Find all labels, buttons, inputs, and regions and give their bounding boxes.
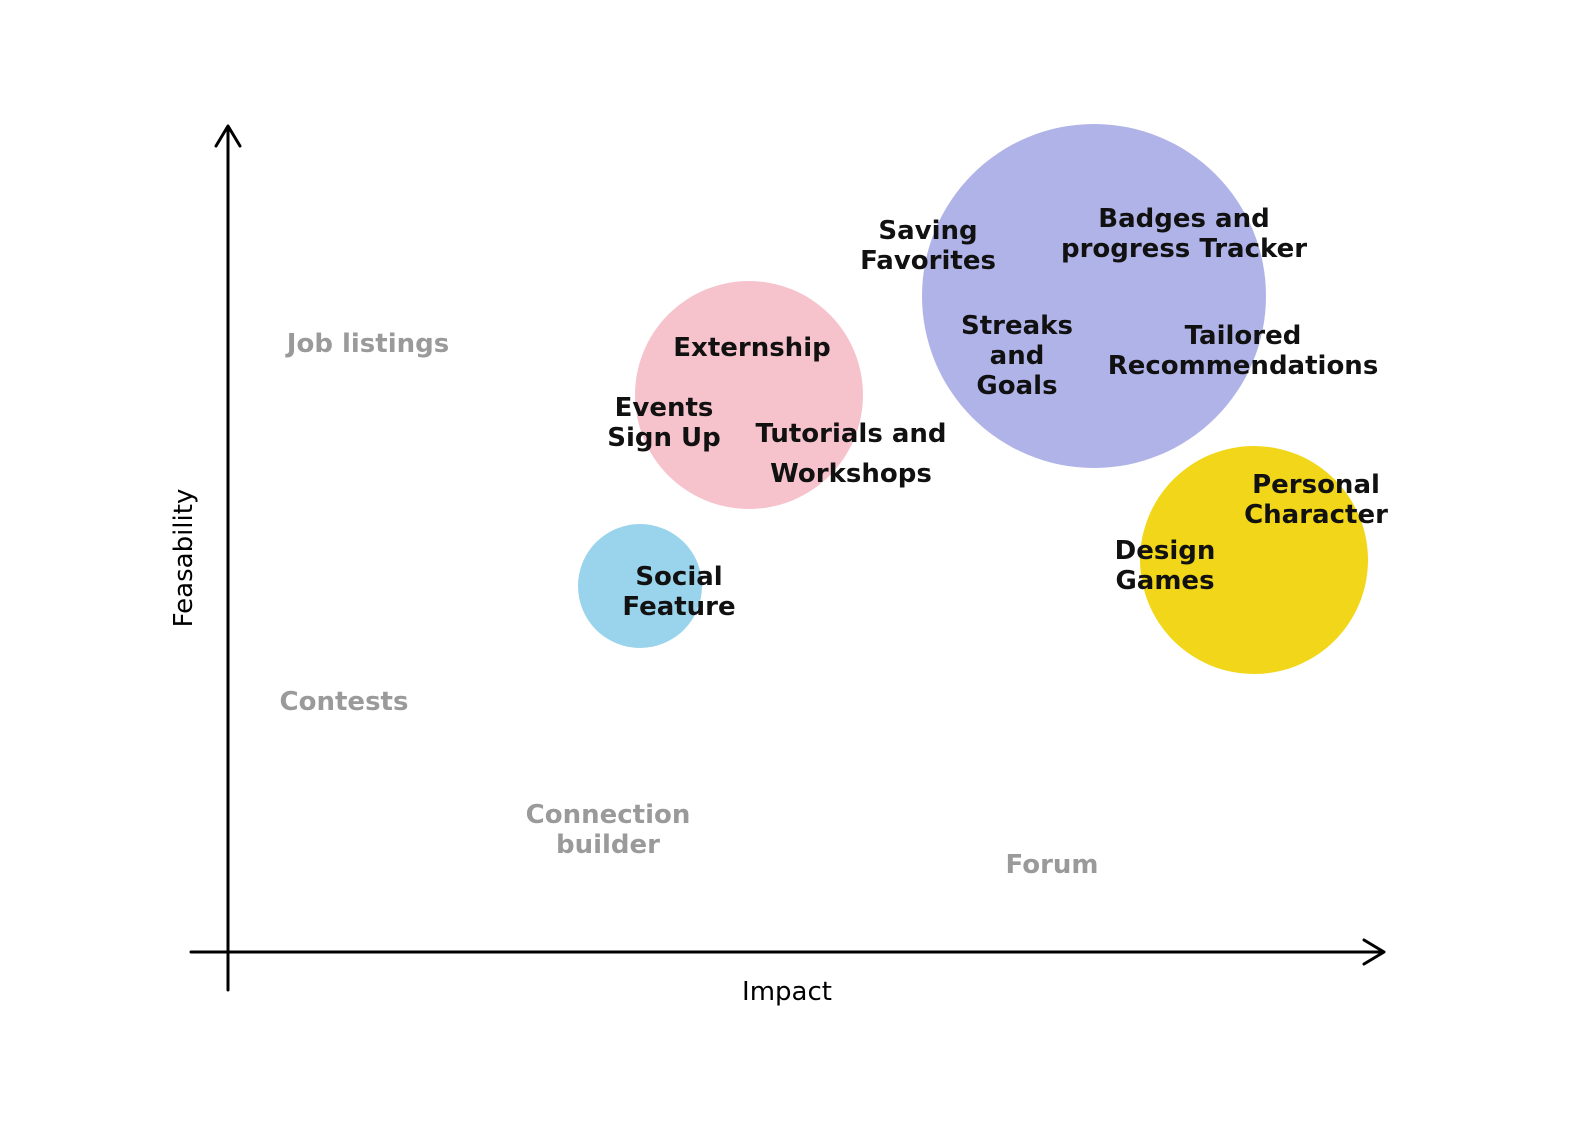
label-tailored-recommendations: Tailored Recommendations xyxy=(1108,321,1379,381)
y-axis-arrowhead xyxy=(214,124,242,148)
label-design-games: Design Games xyxy=(1115,536,1216,596)
label-badges-progress: Badges and progress Tracker xyxy=(1061,204,1307,264)
label-line: Connection xyxy=(526,800,691,830)
label-line: and xyxy=(990,341,1045,371)
label-line: Sign Up xyxy=(607,423,721,453)
label-social-feature: Social Feature xyxy=(622,562,735,622)
label-line: progress Tracker xyxy=(1061,234,1307,264)
label-line: Workshops xyxy=(770,459,932,489)
label-tutorials-workshops: Tutorials and Workshops xyxy=(755,419,946,489)
bubble-lavender xyxy=(922,124,1266,468)
label-saving-favorites: Saving Favorites xyxy=(860,216,996,276)
label-contests: Contests xyxy=(280,687,409,717)
label-personal-character: Personal Character xyxy=(1244,470,1388,530)
label-line: builder xyxy=(556,830,660,860)
bubble-pink xyxy=(635,281,863,509)
bubble-blue xyxy=(578,524,702,648)
label-line: Games xyxy=(1115,566,1214,596)
label-line: Favorites xyxy=(860,246,996,276)
label-line: Feature xyxy=(622,592,735,622)
axes: Impact Feasability xyxy=(169,124,1386,1007)
label-events-sign-up: Events Sign Up xyxy=(607,393,721,453)
label-job-listings: Job listings xyxy=(285,329,449,359)
label-line: Goals xyxy=(976,371,1057,401)
label-line: Externship xyxy=(673,333,830,363)
label-line: Design xyxy=(1115,536,1216,566)
label-line: Streaks xyxy=(961,311,1073,341)
label-forum: Forum xyxy=(1006,850,1099,880)
label-streaks-goals: Streaks and Goals xyxy=(961,311,1073,401)
label-connection-builder: Connection builder xyxy=(526,800,691,860)
bubble-layer xyxy=(578,124,1368,674)
label-externship: Externship xyxy=(673,333,830,363)
bubble-yellow xyxy=(1140,446,1368,674)
x-axis-arrowhead xyxy=(1362,938,1386,966)
label-line: Badges and xyxy=(1098,204,1269,234)
label-line: Events xyxy=(615,393,714,423)
label-line: Personal xyxy=(1252,470,1380,500)
label-line: Contests xyxy=(280,687,409,717)
label-line: Saving xyxy=(878,216,977,246)
label-line: Job listings xyxy=(285,329,449,359)
x-axis-label: Impact xyxy=(742,977,832,1007)
feature-labels: Job listings Contests Connection builder … xyxy=(280,204,1389,880)
label-line: Social xyxy=(635,562,722,592)
label-line: Forum xyxy=(1006,850,1099,880)
y-axis-label: Feasability xyxy=(169,489,199,628)
label-line: Tailored xyxy=(1185,321,1302,351)
label-line: Recommendations xyxy=(1108,351,1379,381)
label-line: Character xyxy=(1244,500,1388,530)
label-line: Tutorials and xyxy=(755,419,946,449)
